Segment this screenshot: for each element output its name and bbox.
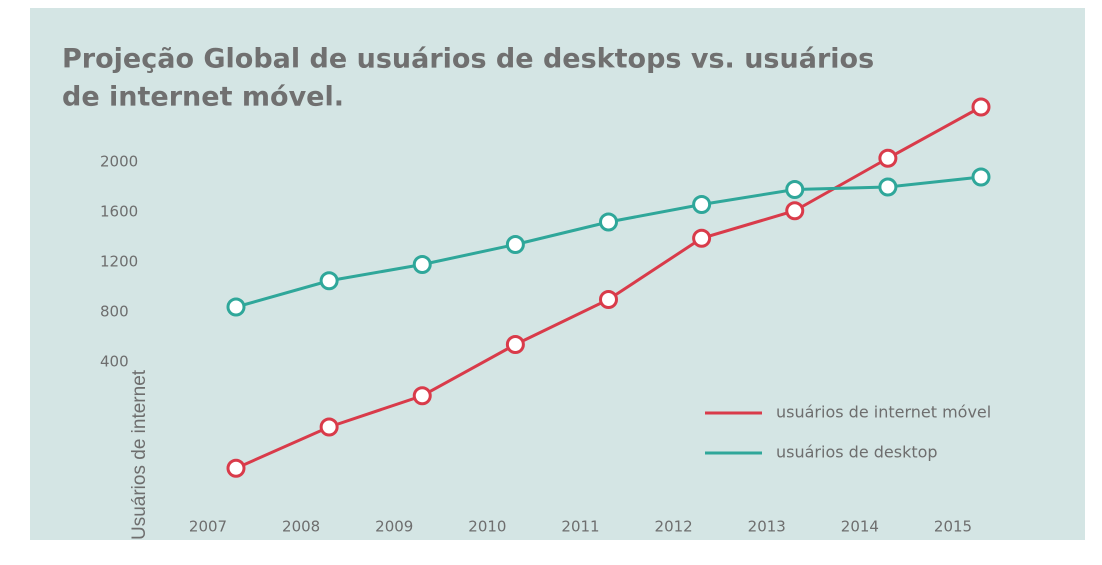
x-tick-label: 2015 bbox=[934, 518, 972, 536]
y-axis-label: Usuários de internet bbox=[129, 369, 150, 540]
point-marker bbox=[785, 201, 805, 221]
y-tick-label: 400 bbox=[100, 353, 129, 371]
point-marker bbox=[412, 255, 432, 274]
x-tick-label: 2010 bbox=[468, 518, 506, 536]
x-tick-label: 2014 bbox=[841, 518, 879, 536]
y-tick-label: 800 bbox=[100, 303, 129, 321]
point-marker bbox=[226, 458, 246, 478]
x-tick-label: 2013 bbox=[748, 518, 786, 536]
chart-title: de internet móvel. bbox=[62, 82, 344, 113]
point-marker bbox=[971, 97, 991, 117]
point-marker bbox=[319, 271, 339, 291]
y-tick-label: 1200 bbox=[100, 253, 138, 271]
point-marker bbox=[692, 228, 712, 248]
x-tick-label: 2008 bbox=[282, 518, 320, 536]
x-tick-label: 2011 bbox=[561, 518, 599, 536]
point-marker bbox=[599, 290, 618, 309]
point-marker bbox=[878, 177, 898, 197]
point-marker bbox=[971, 167, 991, 187]
point-marker bbox=[505, 335, 525, 354]
point-marker bbox=[319, 417, 339, 437]
x-tick-label: 2009 bbox=[375, 518, 413, 536]
point-marker bbox=[226, 297, 246, 317]
point-marker bbox=[878, 148, 898, 168]
y-tick-label: 1600 bbox=[100, 203, 138, 221]
y-tick-label: 2000 bbox=[100, 153, 138, 171]
legend-label: usuários de internet móvel bbox=[776, 403, 991, 422]
point-marker bbox=[412, 386, 432, 406]
point-marker bbox=[505, 235, 525, 254]
point-marker bbox=[692, 195, 712, 214]
point-marker bbox=[599, 212, 618, 232]
x-tick-label: 2012 bbox=[655, 518, 693, 536]
legend-label: usuários de desktop bbox=[776, 443, 938, 462]
chart-background bbox=[30, 8, 1085, 540]
x-tick-label: 2007 bbox=[189, 518, 227, 536]
point-marker bbox=[785, 180, 805, 199]
chart-title: Projeção Global de usuários de desktops … bbox=[62, 44, 874, 75]
